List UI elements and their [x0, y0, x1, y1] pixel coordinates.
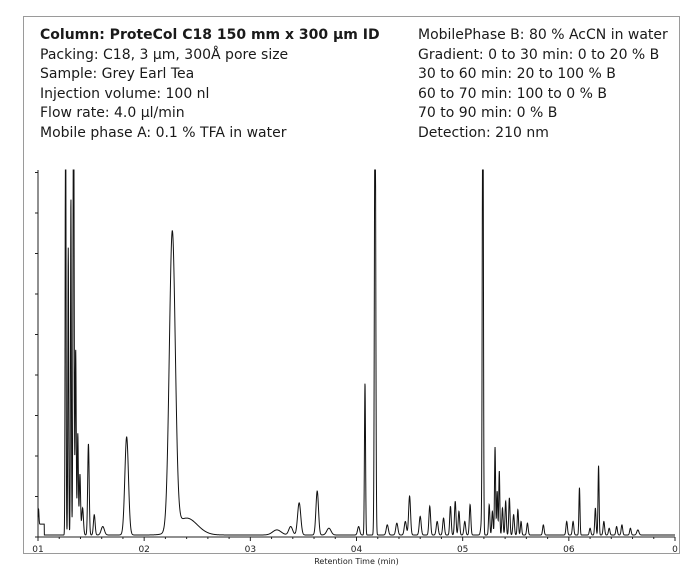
chart-frame	[23, 16, 680, 554]
condition-line: 30 to 60 min: 20 to 100 % B	[418, 66, 616, 82]
x-tick-labels: 01 02 03 04 05 06 0	[32, 545, 678, 555]
x-tick-label: 0	[672, 545, 678, 555]
condition-line: Detection: 210 nm	[418, 124, 549, 141]
condition-line: 60 to 70 min: 100 to 0 % B	[418, 85, 607, 102]
x-tick-label: 01	[32, 545, 43, 555]
x-axis-title: Retention Time (min)	[314, 557, 399, 566]
condition-line: 70 to 90 min: 0 % B	[418, 105, 558, 121]
x-tick-label: 04	[351, 545, 363, 555]
x-tick-label: 03	[245, 545, 256, 555]
condition-line: Injection volume: 100 nl	[40, 85, 210, 102]
column-title: Column: ProteCol C18 150 mm x 300 µm ID	[40, 27, 380, 43]
condition-line: Gradient: 0 to 30 min: 0 to 20 % B	[418, 46, 660, 63]
conditions-left-column: Column: ProteCol C18 150 mm x 300 µm ID …	[40, 26, 380, 143]
condition-line: Sample: Grey Earl Tea	[40, 66, 195, 82]
conditions-right-column: MobilePhase B: 80 % AcCN in water Gradie…	[418, 26, 668, 143]
condition-line: Flow rate: 4.0 µl/min	[40, 105, 185, 121]
chromatogram-trace	[37, 169, 675, 536]
x-tick-label: 06	[563, 545, 575, 555]
x-axis	[37, 536, 676, 541]
x-tick-label: 05	[457, 545, 468, 555]
condition-line: MobilePhase B: 80 % AcCN in water	[418, 27, 668, 43]
x-tick-label: 02	[138, 545, 149, 555]
condition-line: Packing: C18, 3 µm, 300Å pore size	[40, 46, 289, 63]
condition-line: Mobile phase A: 0.1 % TFA in water	[40, 124, 287, 141]
y-axis	[35, 170, 39, 538]
